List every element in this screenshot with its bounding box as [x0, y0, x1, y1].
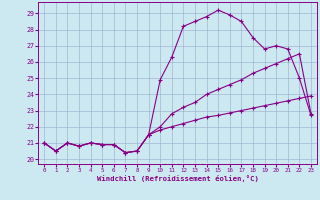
X-axis label: Windchill (Refroidissement éolien,°C): Windchill (Refroidissement éolien,°C): [97, 175, 259, 182]
